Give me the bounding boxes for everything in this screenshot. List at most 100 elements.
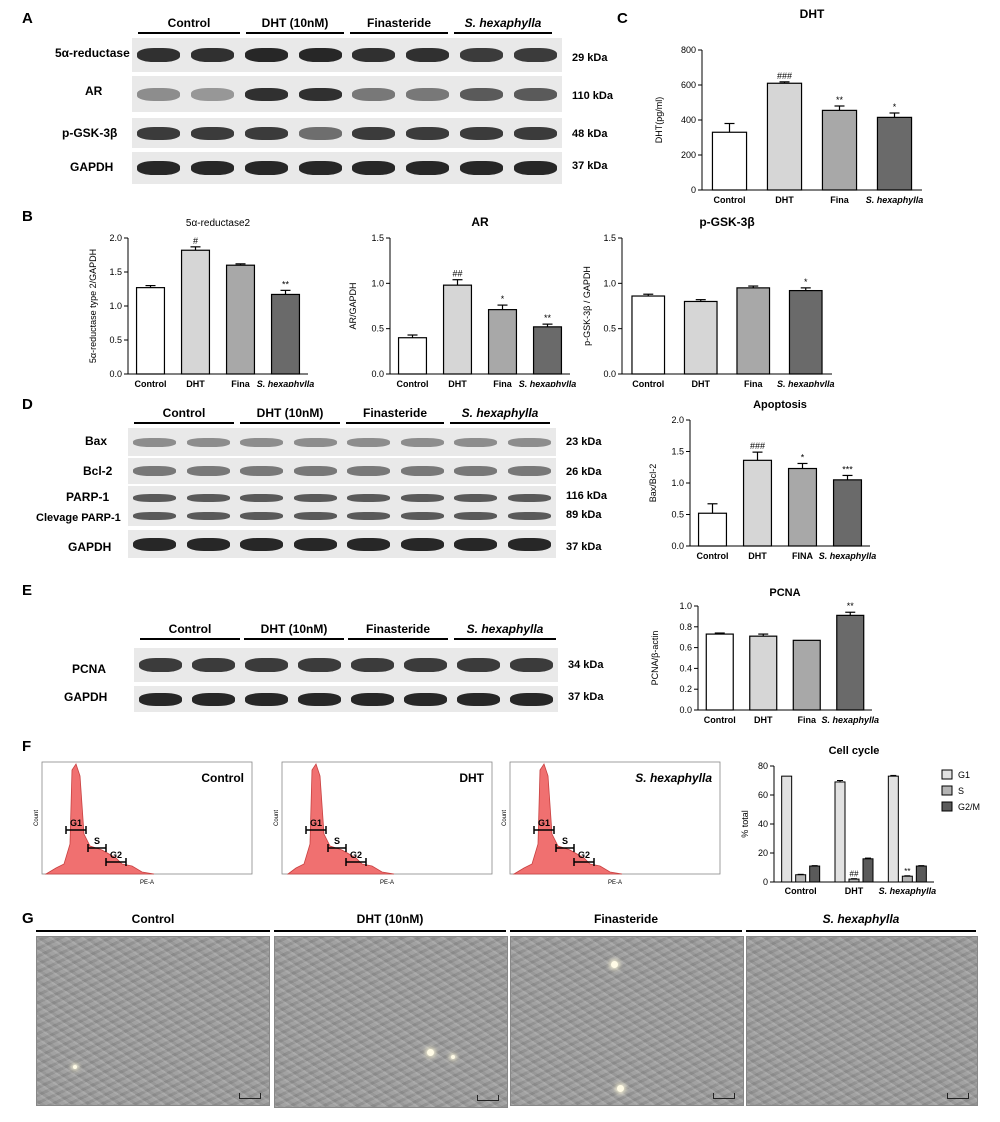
- blot-e-header-control: Control: [140, 622, 240, 640]
- blot-band: [133, 537, 177, 551]
- bar: [225, 264, 256, 375]
- blot-band: [298, 692, 341, 706]
- blot-band: [510, 658, 553, 672]
- histogram-x-label: PE-A: [380, 880, 394, 886]
- y-tick-label: 1.0: [671, 478, 684, 488]
- blot-band: [404, 658, 447, 672]
- y-tick-label: 1.5: [371, 233, 384, 243]
- blot-band: [186, 466, 230, 476]
- y-tick-label: 0.5: [109, 335, 122, 345]
- y-tick-label: 600: [681, 80, 696, 90]
- y-tick-label: 0.0: [603, 369, 616, 379]
- y-tick-label: 40: [758, 819, 768, 829]
- legend-label: G1: [958, 770, 970, 780]
- bar: [532, 326, 563, 375]
- blot-band: [191, 48, 235, 62]
- category-label: Control: [697, 551, 729, 561]
- blot-a-header-control: Control: [138, 16, 240, 34]
- blot-band: [352, 161, 396, 175]
- blot-band: [244, 87, 288, 101]
- significance-mark: **: [847, 601, 855, 611]
- bar: [788, 289, 823, 375]
- bar: [397, 337, 428, 375]
- blot-a-row-label: p-GSK-3β: [62, 126, 118, 140]
- blot-band: [347, 537, 391, 551]
- significance-mark: **: [904, 867, 910, 876]
- blot-band: [133, 466, 177, 476]
- blot-band: [454, 494, 498, 502]
- y-axis-label: PCNA/β-actin: [650, 631, 660, 686]
- blot-band: [400, 466, 444, 476]
- cell-image-label-dht: DHT (10nM): [274, 912, 506, 932]
- blot-a-kda: 110 kDa: [572, 90, 613, 102]
- blot-band: [513, 161, 557, 175]
- scale-bar: [239, 1093, 261, 1099]
- blot-band: [298, 126, 342, 140]
- panel-label-d: D: [22, 396, 33, 413]
- category-label: Fina: [231, 379, 250, 387]
- blot-band: [513, 87, 557, 101]
- y-tick-label: 0: [691, 185, 696, 195]
- blot-band: [510, 692, 553, 706]
- blot-band: [507, 512, 551, 520]
- blot-band: [133, 437, 177, 447]
- y-tick-label: 0.5: [603, 324, 616, 334]
- blot-band: [352, 87, 396, 101]
- y-tick-label: 1.0: [109, 301, 122, 311]
- cell-highlight: [73, 1065, 77, 1069]
- blot-band: [351, 658, 394, 672]
- significance-mark: ###: [777, 71, 792, 81]
- panel-label-b: B: [22, 208, 33, 225]
- legend-label: G2/M: [958, 802, 980, 812]
- category-label: Control: [785, 886, 817, 896]
- panel-label-e: E: [22, 582, 33, 599]
- category-label: S. hexaphylla: [821, 715, 879, 725]
- bar: [683, 300, 718, 375]
- bar: [832, 479, 863, 547]
- blot-d-header-control: Control: [134, 406, 234, 424]
- blot-d-header-dht: DHT (10nM): [240, 406, 340, 424]
- chart-5a-reductase: 5α-reductase2 0.0 0.5 1.0 1.5 2.0 5α-reductase…: [88, 218, 315, 387]
- y-tick-label: 1.5: [671, 447, 684, 457]
- category-label: DHT: [775, 195, 794, 205]
- blot-band: [459, 126, 503, 140]
- bar: [180, 249, 211, 375]
- blot-band: [513, 126, 557, 140]
- y-tick-label: 1.5: [109, 267, 122, 277]
- category-label: Fina: [744, 379, 763, 387]
- blot-band: [245, 658, 288, 672]
- category-label: S. hexaphylla: [257, 379, 315, 387]
- blot-d-kda: 26 kDa: [566, 466, 602, 478]
- blot-band: [351, 692, 394, 706]
- bar: [901, 875, 913, 883]
- blot-band: [133, 494, 177, 502]
- blot-band: [507, 437, 551, 447]
- blot-band: [137, 161, 181, 175]
- blot-band: [298, 48, 342, 62]
- blot-a-row-label: GAPDH: [70, 160, 114, 174]
- blot-band: [406, 161, 450, 175]
- cell-image-label-finasteride: Finasteride: [510, 912, 742, 932]
- legend-swatch: [941, 785, 953, 796]
- cell-highlight: [451, 1055, 455, 1059]
- blot-band: [240, 466, 284, 476]
- y-axis-label: Bax/Bcl-2: [648, 464, 658, 503]
- cell-highlight: [611, 961, 618, 968]
- blot-band: [139, 658, 182, 672]
- significance-mark: **: [282, 279, 290, 289]
- legend-swatch: [941, 801, 953, 812]
- blot-e-kda: 34 kDa: [568, 659, 604, 671]
- histogram-x-label: PE-A: [140, 880, 154, 886]
- blot-band: [457, 692, 500, 706]
- blot-d-row-label: Bax: [85, 434, 108, 448]
- category-label: DHT: [845, 886, 864, 896]
- bar: [742, 459, 773, 547]
- blot-d-kda: 23 kDa: [566, 436, 602, 448]
- bar: [915, 865, 927, 883]
- blot-band: [507, 537, 551, 551]
- bar: [848, 878, 860, 883]
- blot-strip: [134, 686, 558, 712]
- blot-e-row-label: PCNA: [72, 662, 107, 676]
- flow-histogram-control: G1 S G2 Control PE-A Count: [34, 761, 253, 886]
- category-label: Control: [632, 379, 664, 387]
